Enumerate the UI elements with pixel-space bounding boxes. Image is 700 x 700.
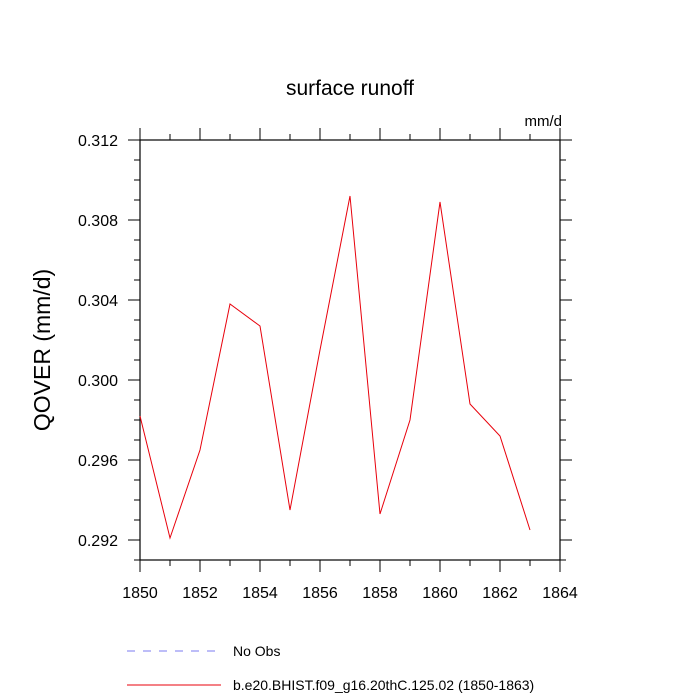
units-label: mm/d — [525, 113, 563, 130]
chart-title: surface runoff — [286, 77, 414, 100]
series-line — [139, 195, 531, 540]
axis-ticks — [128, 128, 572, 572]
legend: No Obs b.e20.BHIST.f09_g16.20thC.125.02 (… — [127, 643, 534, 693]
x-tick-label: 1852 — [182, 585, 218, 602]
y-tick-label: 0.308 — [78, 213, 118, 230]
tick-labels: 1850 1852 1854 1856 1858 1860 1862 1864 0.292 0.2… — [78, 133, 578, 602]
y-tick-label: 0.292 — [78, 533, 118, 550]
y-tick-label: 0.312 — [78, 133, 118, 150]
series-layer — [139, 195, 531, 540]
x-tick-label: 1858 — [362, 585, 398, 602]
x-tick-label: 1862 — [482, 585, 518, 602]
x-tick-label: 1860 — [422, 585, 458, 602]
x-tick-label: 1856 — [302, 585, 338, 602]
x-tick-label: 1864 — [542, 585, 578, 602]
x-tick-label: 1850 — [122, 585, 158, 602]
plot-frame — [139, 139, 561, 561]
y-axis-label: QOVER (mm/d) — [29, 269, 55, 431]
y-tick-label: 0.300 — [78, 373, 118, 390]
legend-label: No Obs — [233, 643, 280, 659]
y-tick-label: 0.296 — [78, 453, 118, 470]
legend-label: b.e20.BHIST.f09_g16.20thC.125.02 (1850-1… — [233, 677, 534, 693]
x-tick-label: 1854 — [242, 585, 278, 602]
y-tick-label: 0.304 — [78, 293, 118, 310]
